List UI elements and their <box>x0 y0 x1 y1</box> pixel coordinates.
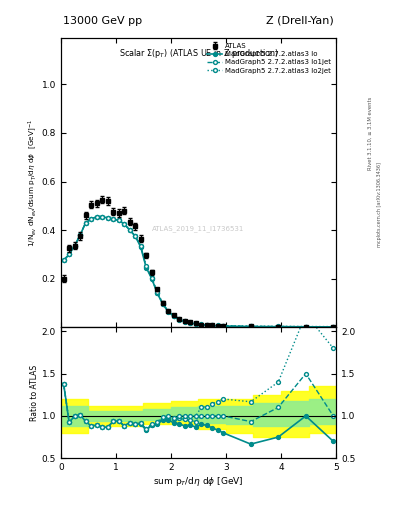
Y-axis label: 1/N$_{ev}$ dN$_{ev}$/dsum p$_T$/d$\eta$ d$\phi$  [GeV]$^{-1}$: 1/N$_{ev}$ dN$_{ev}$/dsum p$_T$/d$\eta$ … <box>26 119 39 247</box>
Text: Scalar $\Sigma$(p$_T$) (ATLAS UE in Z production): Scalar $\Sigma$(p$_T$) (ATLAS UE in Z pr… <box>119 47 278 60</box>
Y-axis label: Ratio to ATLAS: Ratio to ATLAS <box>30 365 39 421</box>
Text: Rivet 3.1.10, ≥ 3.1M events: Rivet 3.1.10, ≥ 3.1M events <box>368 96 373 170</box>
Text: ATLAS_2019_11_I1736531: ATLAS_2019_11_I1736531 <box>152 225 245 232</box>
Text: mcplots.cern.ch [arXiv:1306.3436]: mcplots.cern.ch [arXiv:1306.3436] <box>377 162 382 247</box>
X-axis label: sum p$_T$/d$\eta$ d$\phi$ [GeV]: sum p$_T$/d$\eta$ d$\phi$ [GeV] <box>153 475 244 488</box>
Legend: ATLAS, MadGraph5 2.7.2.atlas3 lo, MadGraph5 2.7.2.atlas3 lo1jet, MadGraph5 2.7.2: ATLAS, MadGraph5 2.7.2.atlas3 lo, MadGra… <box>204 40 334 76</box>
Text: Z (Drell-Yan): Z (Drell-Yan) <box>266 15 334 26</box>
Text: 13000 GeV pp: 13000 GeV pp <box>63 15 142 26</box>
